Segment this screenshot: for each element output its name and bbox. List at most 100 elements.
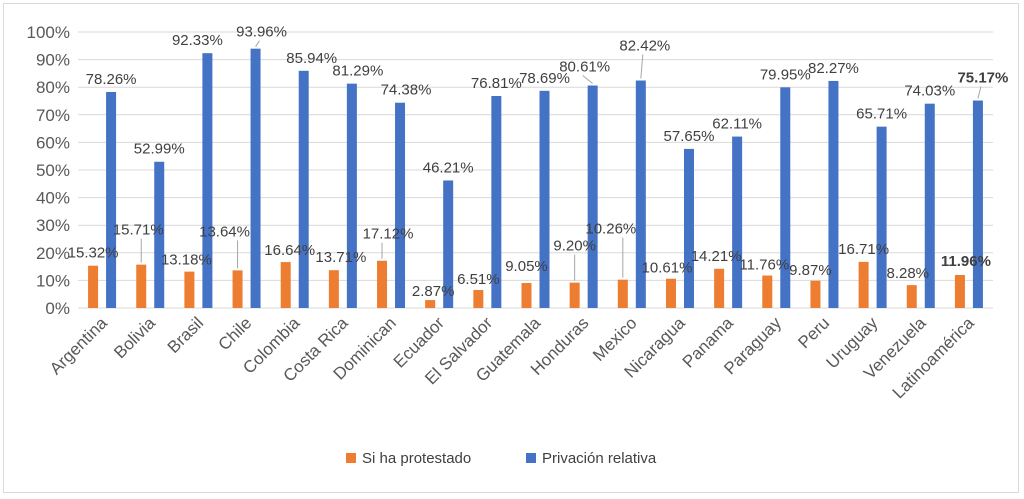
data-label-si-ha-protestado: 9.05% [505, 258, 548, 275]
data-label-si-ha-protestado: 9.87% [789, 262, 832, 279]
bar-privacion-relativa [202, 53, 213, 308]
bar-privacion-relativa [154, 161, 165, 308]
bar-si-ha-protestado [954, 274, 965, 308]
data-label-privacion-relativa: 62.11% [712, 116, 762, 133]
bar-privacion-relativa [924, 103, 935, 308]
bar-si-ha-protestado [858, 261, 869, 308]
bar-privacion-relativa [972, 100, 983, 309]
bar-privacion-relativa [587, 85, 598, 308]
data-label-si-ha-protestado: 11.96% [941, 253, 991, 270]
bar-privacion-relativa [539, 90, 550, 308]
bar-privacion-relativa [732, 136, 743, 308]
data-label-privacion-relativa: 78.69% [519, 70, 570, 87]
data-label-privacion-relativa: 78.26% [86, 71, 137, 88]
y-tick-label: 100% [27, 23, 70, 42]
bar-si-ha-protestado [762, 275, 773, 308]
data-label-privacion-relativa: 74.03% [904, 83, 955, 100]
data-label-si-ha-protestado: 15.71% [113, 222, 164, 239]
bar-privacion-relativa [106, 92, 117, 308]
data-label-privacion-relativa: 82.27% [808, 60, 859, 77]
legend-swatch [526, 453, 536, 463]
leader-line [977, 86, 982, 99]
data-label-privacion-relativa: 74.38% [381, 82, 432, 99]
bar-privacion-relativa [876, 126, 887, 308]
bar-si-ha-protestado [906, 285, 917, 308]
leader-line [255, 40, 260, 47]
data-label-si-ha-protestado: 10.61% [642, 260, 693, 277]
bar-privacion-relativa [491, 96, 502, 309]
bar-privacion-relativa [828, 80, 839, 308]
data-label-privacion-relativa: 81.29% [332, 63, 383, 80]
data-label-si-ha-protestado: 6.51% [457, 271, 500, 288]
data-label-privacion-relativa: 57.65% [664, 128, 715, 145]
x-category-label: Peru [794, 313, 833, 352]
data-label-si-ha-protestado: 13.18% [161, 252, 212, 269]
y-tick-label: 70% [36, 106, 70, 125]
data-label-privacion-relativa: 79.95% [760, 66, 811, 83]
data-label-privacion-relativa: 46.21% [423, 159, 474, 176]
y-tick-label: 80% [36, 78, 70, 97]
bar-si-ha-protestado [665, 278, 676, 308]
bar-si-ha-protestado [232, 270, 243, 308]
data-label-si-ha-protestado: 14.21% [691, 248, 742, 265]
y-tick-label: 0% [45, 299, 70, 318]
bar-privacion-relativa [395, 102, 406, 308]
bar-privacion-relativa [635, 80, 646, 308]
leader-line [582, 75, 593, 84]
legend-label: Privación relativa [542, 450, 657, 467]
data-label-privacion-relativa: 65.71% [856, 106, 907, 123]
data-label-privacion-relativa: 82.42% [619, 38, 670, 55]
x-category-label: Argentina [46, 313, 111, 378]
data-label-privacion-relativa: 93.96% [236, 24, 287, 41]
plot-area: 0% 10% 20% 30% 40% 50% 60% 70% 80% 90% 100% 15.32% 7… [27, 23, 1009, 467]
data-label-si-ha-protestado: 9.20% [553, 238, 596, 255]
x-category-label: Chile [215, 313, 256, 354]
bar-privacion-relativa [298, 70, 309, 308]
data-label-si-ha-protestado: 2.87% [412, 283, 455, 300]
y-tick-label: 30% [36, 216, 70, 235]
data-label-si-ha-protestado: 13.71% [315, 249, 366, 266]
data-label-si-ha-protestado: 16.64% [264, 242, 315, 259]
chart-frame: 0% 10% 20% 30% 40% 50% 60% 70% 80% 90% 100% 15.32% 7… [3, 3, 1019, 493]
y-tick-label: 50% [36, 161, 70, 180]
bar-privacion-relativa [346, 83, 357, 308]
legend-swatch [346, 453, 356, 463]
bar-si-ha-protestado [473, 290, 484, 308]
bar-privacion-relativa [780, 87, 791, 308]
bar-si-ha-protestado [714, 268, 725, 308]
y-tick-label: 20% [36, 244, 70, 263]
y-tick-label: 10% [36, 271, 70, 290]
bar-si-ha-protestado [810, 280, 821, 308]
bar-privacion-relativa [443, 180, 454, 308]
bar-si-ha-protestado [521, 283, 532, 308]
bar-si-ha-protestado [88, 265, 99, 308]
data-label-si-ha-protestado: 13.64% [199, 223, 250, 240]
bar-si-ha-protestado [617, 279, 628, 308]
bar-si-ha-protestado [280, 262, 291, 308]
bar-si-ha-protestado [377, 260, 388, 308]
data-label-privacion-relativa: 52.99% [134, 141, 185, 158]
bar-si-ha-protestado [184, 271, 195, 308]
data-label-privacion-relativa: 75.17% [957, 70, 1008, 87]
bar-privacion-relativa [683, 148, 694, 308]
y-tick-label: 40% [36, 189, 70, 208]
data-label-privacion-relativa: 85.94% [286, 50, 337, 67]
bar-si-ha-protestado [425, 300, 436, 308]
x-category-label: Bolivia [110, 313, 159, 362]
data-label-si-ha-protestado: 17.12% [363, 226, 414, 243]
y-tick-label: 90% [36, 51, 70, 70]
bar-si-ha-protestado [569, 282, 580, 308]
bar-chart: 0% 10% 20% 30% 40% 50% 60% 70% 80% 90% 100% 15.32% 7… [27, 23, 1009, 467]
data-label-si-ha-protestado: 16.71% [838, 241, 889, 258]
data-label-privacion-relativa: 92.33% [172, 32, 223, 49]
leader-line [640, 54, 644, 79]
data-label-privacion-relativa: 76.81% [471, 75, 522, 92]
legend-label: Si ha protestado [362, 450, 471, 467]
bar-si-ha-protestado [136, 264, 147, 308]
y-tick-label: 60% [36, 133, 70, 152]
data-label-si-ha-protestado: 11.76% [739, 257, 789, 274]
data-label-si-ha-protestado: 10.26% [585, 221, 636, 238]
data-label-si-ha-protestado: 15.32% [68, 245, 119, 262]
bar-privacion-relativa [250, 48, 261, 308]
data-label-si-ha-protestado: 8.28% [886, 265, 929, 282]
